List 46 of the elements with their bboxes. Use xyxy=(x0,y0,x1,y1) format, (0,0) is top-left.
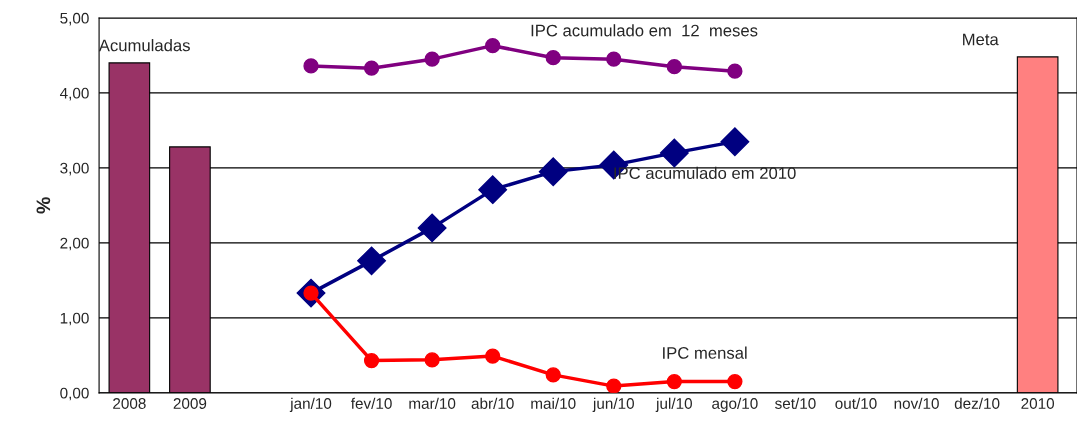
y-tick-label: 1,00 xyxy=(60,312,89,326)
point xyxy=(606,378,622,393)
point xyxy=(545,50,561,66)
point xyxy=(363,352,380,369)
x-tick-label: 2008 xyxy=(113,398,146,409)
x-tick-label: out/10 xyxy=(835,397,877,409)
x-tick-label: nov/10 xyxy=(894,397,939,409)
x-tick-label: fev/10 xyxy=(350,397,392,409)
x-tick-label: jul/10 xyxy=(655,397,692,412)
y-tick-label: 4,00 xyxy=(59,87,89,101)
x-tick-label: jun/10 xyxy=(592,397,634,412)
x-tick-label: abr/10 xyxy=(471,397,514,409)
point xyxy=(727,63,743,79)
point xyxy=(424,352,440,368)
point xyxy=(659,138,689,168)
x-tick-label: set/10 xyxy=(775,397,816,409)
point xyxy=(606,51,622,67)
point xyxy=(303,58,319,74)
y-tick-label: 0,00 xyxy=(60,387,89,401)
x-tick-label: mar/10 xyxy=(409,397,456,409)
series-label: IPC mensal xyxy=(663,346,747,359)
point xyxy=(363,60,380,76)
x-tick-label: dez/10 xyxy=(954,397,1000,409)
point xyxy=(666,59,682,75)
point xyxy=(485,38,501,54)
point xyxy=(538,157,568,187)
point xyxy=(545,367,561,383)
x-tick-label: ago/10 xyxy=(712,397,758,412)
x-tick-label: 2010 xyxy=(1021,398,1055,409)
point xyxy=(666,373,682,390)
annotation: Meta xyxy=(963,33,999,46)
x-tick-label: mai/10 xyxy=(531,397,576,409)
point xyxy=(727,373,743,390)
point xyxy=(478,175,508,205)
y-axis-title: % xyxy=(36,197,51,214)
x-tick-label: jan/10 xyxy=(289,397,332,412)
y-tick-label: 3,00 xyxy=(60,162,89,176)
y-tick-label: 2,00 xyxy=(60,237,89,251)
point xyxy=(357,246,387,276)
point xyxy=(720,127,750,157)
series-label: IPC acumulado em 12 meses xyxy=(531,24,758,37)
point xyxy=(424,51,440,67)
y-tick-label: 5,00 xyxy=(60,12,89,26)
point xyxy=(417,213,447,243)
point xyxy=(485,348,501,364)
x-tick-label: 2009 xyxy=(173,398,207,409)
